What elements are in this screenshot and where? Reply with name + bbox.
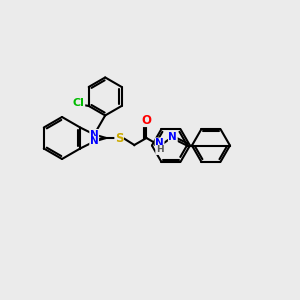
Text: N: N [155, 138, 164, 148]
Text: N: N [90, 130, 99, 140]
Text: H: H [156, 146, 164, 154]
Text: S: S [115, 131, 123, 145]
Text: N: N [168, 133, 177, 142]
Text: O: O [141, 113, 152, 127]
Text: Cl: Cl [73, 98, 85, 108]
Text: N: N [90, 136, 99, 146]
